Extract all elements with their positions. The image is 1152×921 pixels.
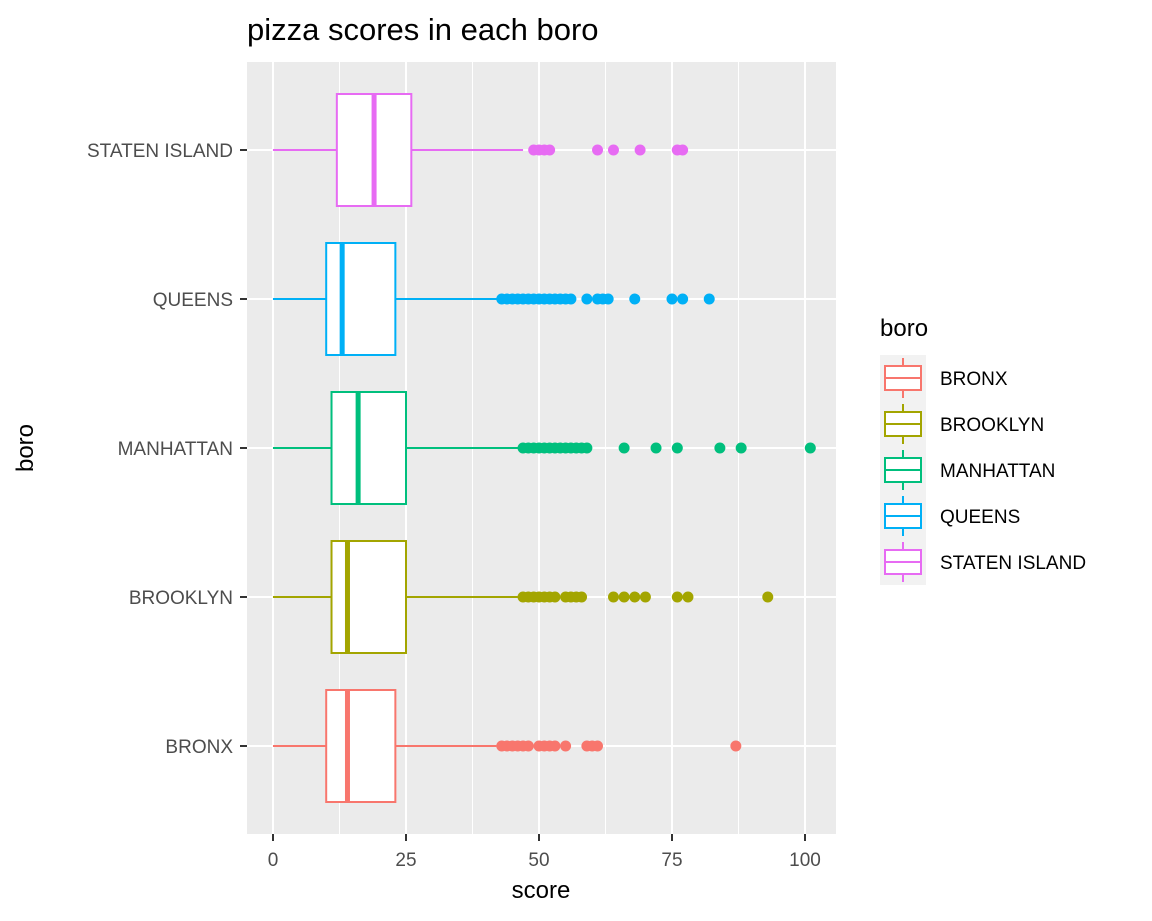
outlier-point xyxy=(666,293,678,305)
outlier-point xyxy=(581,442,593,454)
box-staten-island xyxy=(273,93,689,207)
x-tick-label: 0 xyxy=(268,850,279,871)
outlier-point xyxy=(618,442,630,454)
iqr-box xyxy=(330,540,407,654)
legend-label: BRONX xyxy=(940,369,1008,390)
outlier-point xyxy=(714,442,726,454)
outlier-point xyxy=(629,591,641,603)
boxes xyxy=(273,93,816,803)
box-queens xyxy=(273,242,715,356)
legend-item: BROOKLYN xyxy=(880,401,1044,447)
legend: boro BRONX BROOKLYN MANHATTAN QUEENS STATEN … xyxy=(880,315,1086,585)
legend-item: STATEN ISLAND xyxy=(880,539,1086,585)
iqr-box xyxy=(325,242,397,356)
box-bronx xyxy=(273,689,742,803)
outlier-point xyxy=(677,144,689,156)
outlier-point xyxy=(560,740,572,752)
outlier-point xyxy=(592,144,604,156)
outlier-point xyxy=(549,740,561,752)
box-brooklyn xyxy=(273,540,774,654)
y-tick-label: QUEENS xyxy=(153,290,233,311)
y-tick-label: BROOKLYN xyxy=(129,588,233,609)
outlier-point xyxy=(762,591,774,603)
iqr-box xyxy=(325,689,397,803)
chart-title: pizza scores in each boro xyxy=(247,12,599,47)
outlier-point xyxy=(677,293,689,305)
legend-title: boro xyxy=(880,315,928,342)
outlier-point xyxy=(607,591,619,603)
legend-label: STATEN ISLAND xyxy=(940,553,1086,574)
x-tick-label: 25 xyxy=(395,850,416,871)
outlier-point xyxy=(565,293,577,305)
outlier-point xyxy=(544,144,556,156)
legend-label: QUEENS xyxy=(940,507,1020,528)
outlier-point xyxy=(602,293,614,305)
outlier-point xyxy=(607,144,619,156)
outlier-point xyxy=(629,293,641,305)
x-tick-label: 75 xyxy=(661,850,682,871)
y-tick-label: STATEN ISLAND xyxy=(87,141,233,162)
outlier-point xyxy=(650,442,662,454)
outlier-point xyxy=(549,591,561,603)
x-axis-title: score xyxy=(512,877,571,904)
outlier-point xyxy=(576,591,588,603)
outlier-point xyxy=(735,442,747,454)
legend-items: BRONX BROOKLYN MANHATTAN QUEENS STATEN ISLAN… xyxy=(880,355,1086,585)
outlier-point xyxy=(730,740,742,752)
outlier-point xyxy=(804,442,816,454)
legend-item: MANHATTAN xyxy=(880,447,1055,493)
iqr-box xyxy=(330,391,407,505)
legend-item: QUEENS xyxy=(880,493,1020,539)
outlier-point xyxy=(581,293,593,305)
y-axis-title: boro xyxy=(12,424,39,472)
y-tick-label: BRONX xyxy=(165,737,233,758)
outlier-point xyxy=(682,591,694,603)
x-tick-label: 50 xyxy=(528,850,549,871)
outlier-point xyxy=(634,144,646,156)
x-tick-label: 100 xyxy=(789,850,821,871)
y-axis: BRONX BROOKLYN MANHATTAN QUEENS STATEN ISLAN… xyxy=(87,141,247,758)
outlier-point xyxy=(522,740,534,752)
legend-item: BRONX xyxy=(880,355,1008,401)
x-axis: 0 25 50 75 100 xyxy=(268,834,821,871)
legend-label: BROOKLYN xyxy=(940,415,1044,436)
outlier-point xyxy=(671,442,683,454)
legend-label: MANHATTAN xyxy=(940,461,1055,482)
box-manhattan xyxy=(273,391,816,505)
outlier-point xyxy=(592,740,604,752)
outlier-point xyxy=(703,293,715,305)
outlier-point xyxy=(671,591,683,603)
outlier-point xyxy=(639,591,651,603)
outlier-point xyxy=(618,591,630,603)
y-tick-label: MANHATTAN xyxy=(118,439,233,460)
